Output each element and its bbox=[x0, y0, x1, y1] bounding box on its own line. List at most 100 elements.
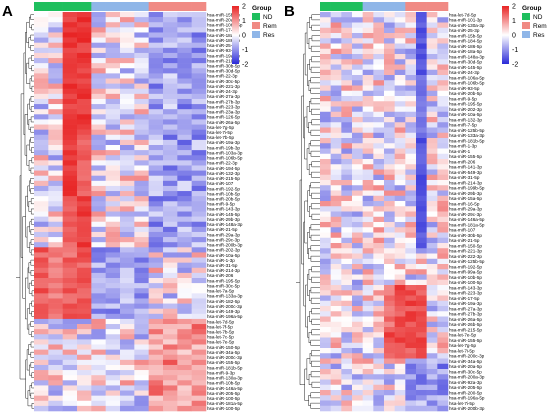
heatmap-cell bbox=[48, 185, 63, 192]
heatmap-cell bbox=[373, 279, 385, 286]
heatmap-cell bbox=[62, 334, 78, 340]
heatmap-cell bbox=[373, 295, 385, 302]
heatmap-cell bbox=[34, 160, 49, 166]
heatmap-cell bbox=[177, 134, 192, 141]
heatmap-cell bbox=[426, 185, 438, 191]
heatmap-cell bbox=[362, 27, 374, 34]
heatmap-cell bbox=[426, 248, 438, 254]
heatmap-cell bbox=[105, 145, 121, 151]
heatmap-cell bbox=[330, 248, 342, 254]
heatmap-cell bbox=[394, 264, 406, 270]
heatmap-cell bbox=[394, 379, 406, 386]
group-annotation-cell bbox=[437, 2, 449, 11]
heatmap-cell bbox=[330, 327, 342, 333]
heatmap-cell bbox=[437, 153, 449, 160]
heatmap-cell bbox=[373, 384, 385, 391]
heatmap-cell bbox=[148, 93, 164, 100]
heatmap-cell bbox=[405, 311, 417, 317]
heatmap-cell bbox=[416, 143, 427, 149]
heatmap-cell bbox=[134, 257, 149, 263]
heatmap-cell bbox=[394, 201, 406, 207]
heatmap-cell bbox=[77, 47, 92, 54]
heatmap-cell bbox=[148, 104, 164, 110]
heatmap-cell bbox=[373, 143, 385, 149]
heatmap-cell bbox=[416, 216, 427, 223]
heatmap-cell bbox=[384, 164, 395, 170]
heatmap-cell bbox=[416, 300, 427, 307]
heatmap-cell bbox=[134, 308, 149, 315]
heatmap-cell bbox=[134, 165, 149, 171]
heatmap-cell bbox=[177, 155, 192, 161]
heatmap-cell bbox=[437, 164, 449, 170]
heatmap-cell bbox=[148, 364, 164, 371]
heatmap-cell bbox=[405, 143, 417, 149]
heatmap-cell bbox=[62, 165, 78, 171]
heatmap-cell bbox=[384, 75, 395, 81]
heatmap-cell bbox=[120, 318, 135, 325]
heatmap-cell bbox=[352, 264, 363, 270]
heatmap-cell bbox=[91, 216, 106, 223]
heatmap-cell bbox=[341, 27, 353, 34]
heatmap-cell bbox=[437, 227, 449, 233]
heatmap-cell bbox=[134, 211, 149, 217]
heatmap-cell bbox=[362, 159, 374, 165]
heatmap-cell bbox=[62, 344, 78, 350]
heatmap-cell bbox=[77, 63, 92, 69]
heatmap-cell bbox=[405, 358, 417, 365]
heatmap-cell bbox=[191, 390, 207, 396]
row-label: hsa-miR-194-5p bbox=[207, 166, 240, 171]
heatmap-cell bbox=[373, 253, 385, 260]
heatmap-cell bbox=[34, 52, 49, 59]
heatmap-cell bbox=[426, 363, 438, 370]
heatmap-cell bbox=[62, 78, 78, 84]
heatmap-cell bbox=[77, 231, 92, 238]
heatmap-cell bbox=[320, 248, 331, 254]
heatmap-cell bbox=[330, 227, 342, 233]
heatmap-cell bbox=[134, 375, 149, 381]
heatmap-cell bbox=[437, 306, 449, 312]
row-label: hsa-miR-22-3p bbox=[207, 74, 238, 79]
heatmap-cell bbox=[320, 216, 331, 223]
heatmap-cell bbox=[352, 127, 363, 134]
heatmap-cell bbox=[120, 22, 135, 28]
heatmap-cell bbox=[426, 379, 438, 386]
heatmap-cell bbox=[320, 222, 331, 228]
heatmap-cell bbox=[48, 139, 63, 146]
heatmap-cell bbox=[134, 119, 149, 125]
heatmap-cell bbox=[362, 306, 374, 312]
heatmap-cell bbox=[120, 344, 135, 350]
heatmap-cell bbox=[91, 226, 106, 233]
heatmap-cell bbox=[373, 164, 385, 170]
heatmap-cell bbox=[330, 106, 342, 113]
heatmap-cell bbox=[48, 145, 63, 151]
heatmap-cell bbox=[177, 257, 192, 263]
heatmap-cell bbox=[352, 243, 363, 249]
heatmap-cell bbox=[394, 59, 406, 65]
heatmap-cell bbox=[163, 104, 178, 110]
heatmap-cell bbox=[352, 258, 363, 265]
heatmap-cell bbox=[134, 93, 149, 100]
heatmap-cell bbox=[48, 237, 63, 243]
heatmap-cell bbox=[362, 195, 374, 202]
heatmap-cell bbox=[320, 195, 331, 202]
heatmap-cell bbox=[330, 290, 342, 296]
heatmap-cell bbox=[134, 201, 149, 207]
heatmap-cell bbox=[426, 159, 438, 165]
heatmap-cell bbox=[352, 369, 363, 375]
heatmap-cell bbox=[405, 206, 417, 212]
heatmap-cell bbox=[105, 211, 121, 217]
row-label: hsa-miR-148a-3p bbox=[207, 222, 243, 227]
heatmap-cell bbox=[105, 354, 121, 361]
heatmap-cell bbox=[91, 93, 106, 100]
group-legend-swatch bbox=[522, 31, 530, 38]
heatmap-cell bbox=[426, 111, 438, 118]
heatmap-cell bbox=[341, 216, 353, 223]
heatmap-cell bbox=[48, 150, 63, 156]
heatmap-cell bbox=[163, 298, 178, 304]
heatmap-cell bbox=[341, 316, 353, 323]
heatmap-cell bbox=[91, 344, 106, 350]
heatmap-cell bbox=[330, 143, 342, 149]
heatmap-cell bbox=[62, 298, 78, 304]
heatmap-cell bbox=[362, 211, 374, 218]
heatmap-cell bbox=[91, 405, 106, 412]
